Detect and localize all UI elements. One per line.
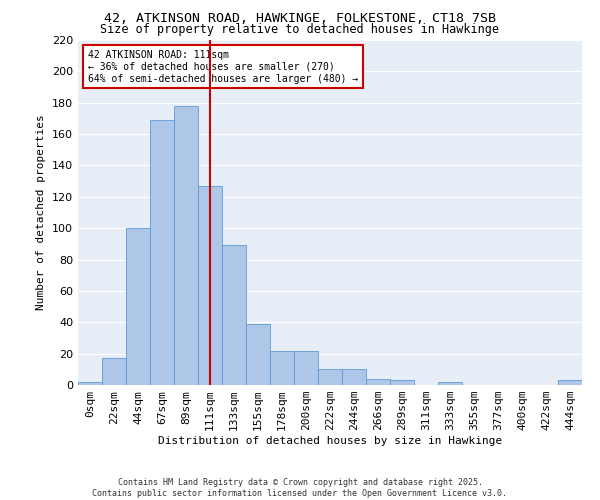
Bar [270,350,294,385]
Bar [126,228,150,385]
Text: 42 ATKINSON ROAD: 111sqm
← 36% of detached houses are smaller (270)
64% of semi-: 42 ATKINSON ROAD: 111sqm ← 36% of detach… [88,50,358,84]
Bar [246,324,270,385]
Bar [150,120,174,385]
Bar [318,370,342,385]
Bar [438,382,462,385]
Bar [366,378,390,385]
Text: 42, ATKINSON ROAD, HAWKINGE, FOLKESTONE, CT18 7SB: 42, ATKINSON ROAD, HAWKINGE, FOLKESTONE,… [104,12,496,26]
Bar [222,246,246,385]
Bar [198,186,222,385]
Y-axis label: Number of detached properties: Number of detached properties [37,114,46,310]
Bar [294,350,318,385]
Bar [342,370,366,385]
Bar [102,358,126,385]
X-axis label: Distribution of detached houses by size in Hawkinge: Distribution of detached houses by size … [158,436,502,446]
Bar [390,380,414,385]
Text: Contains HM Land Registry data © Crown copyright and database right 2025.
Contai: Contains HM Land Registry data © Crown c… [92,478,508,498]
Bar [558,380,582,385]
Bar [78,382,102,385]
Text: Size of property relative to detached houses in Hawkinge: Size of property relative to detached ho… [101,22,499,36]
Bar [174,106,198,385]
